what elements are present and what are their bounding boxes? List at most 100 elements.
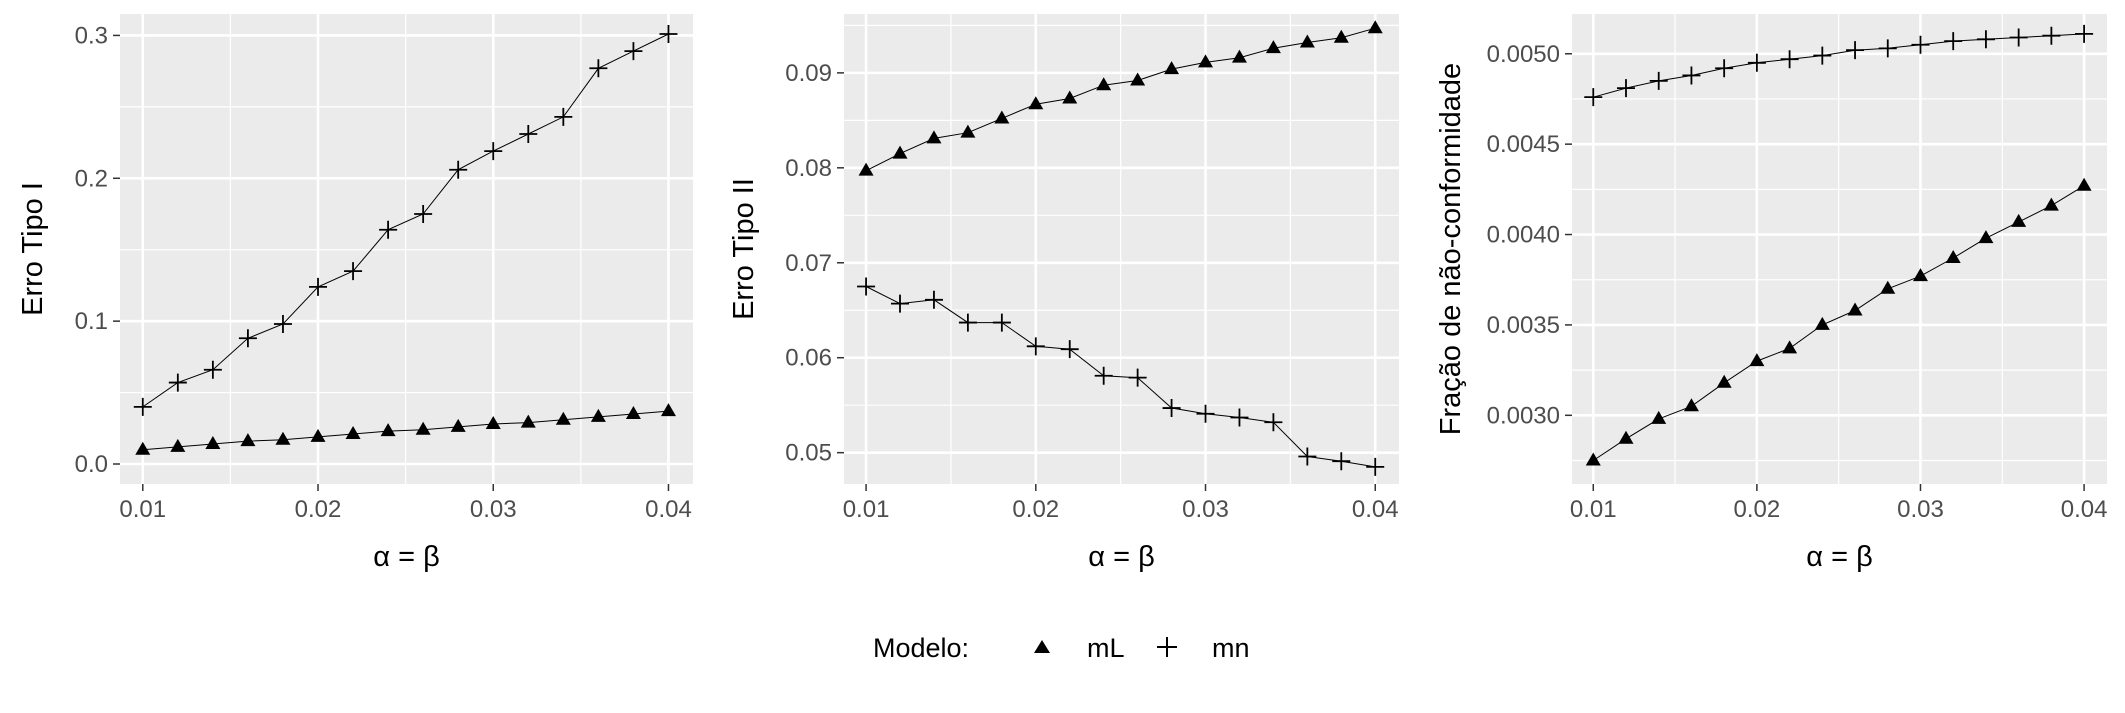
panel-3: 0.01 0.02 0.03 0.04 0.0030 0.0035 0.0040 0.0045… xyxy=(1435,14,2107,573)
data-point-mn-pt-002 xyxy=(168,373,187,392)
series-mn xyxy=(133,25,678,416)
series-line xyxy=(1593,185,2085,461)
axes: 0.01 0.02 0.03 0.04 0.05 0.06 0.07 0.08 0.09 xyxy=(785,60,1398,523)
x-tick-label: 0.02 xyxy=(1012,496,1059,523)
series-line xyxy=(142,410,669,451)
data-point-mn-pt-009 xyxy=(414,205,433,223)
y-tick-label: 0.3 xyxy=(75,22,108,49)
data-point-mn-pt-001 xyxy=(1584,88,1603,107)
data-point-ml-pt-008 xyxy=(1096,77,1112,91)
data-point-mn-pt-003 xyxy=(203,360,222,379)
axes: 0.01 0.02 0.03 0.04 0.0030 0.0035 0.0040 0.0045… xyxy=(1487,41,2108,523)
data-point-ml-pt-002 xyxy=(892,145,908,159)
data-point-mn-pt-015 xyxy=(624,42,643,61)
gridlines xyxy=(120,14,693,484)
panel-background xyxy=(844,14,1399,484)
x-tick-label: 0.04 xyxy=(1352,496,1399,523)
series-ml xyxy=(135,403,676,455)
data-point-ml-pt-004 xyxy=(240,433,256,447)
data-point-ml-pt-015 xyxy=(2043,197,2059,211)
data-point-ml-pt-001 xyxy=(135,441,151,455)
x-tick-label: 0.02 xyxy=(295,496,342,523)
data-point-mn-pt-012 xyxy=(519,125,538,143)
y-tick-label: 0.0 xyxy=(75,451,108,478)
data-point-mn-pt-011 xyxy=(1196,404,1215,423)
data-point-mn-pt-008 xyxy=(1813,46,1832,65)
y-tick-label: 0.0030 xyxy=(1487,402,1560,429)
data-point-ml-pt-008 xyxy=(1814,316,1830,330)
x-tick-label: 0.03 xyxy=(1897,496,1944,523)
data-point-ml-pt-013 xyxy=(1978,230,1994,244)
data-point-mn-pt-010 xyxy=(1878,39,1897,58)
x-tick-label: 0.01 xyxy=(1570,496,1617,523)
data-point-mn-pt-011 xyxy=(484,142,503,161)
panel-1: 0.01 0.02 0.03 0.04 0.0 0.1 0.2 0.3 α = β Erro Ti… xyxy=(17,14,693,573)
x-tick-label: 0.03 xyxy=(1182,496,1229,523)
y-tick-label: 0.09 xyxy=(785,60,832,87)
data-point-mn-pt-011 xyxy=(1911,35,1930,54)
data-point-ml-pt-001 xyxy=(1585,452,1601,466)
data-point-mn-pt-013 xyxy=(1976,30,1995,49)
data-point-mn-pt-014 xyxy=(2009,28,2028,47)
data-point-mn-pt-006 xyxy=(1026,337,1045,356)
y-tick-label: 0.0040 xyxy=(1487,222,1560,249)
data-point-mn-pt-003 xyxy=(1649,71,1668,90)
series-line xyxy=(1593,33,2085,98)
data-point-ml-pt-006 xyxy=(1028,96,1044,110)
data-point-ml-pt-015 xyxy=(1333,29,1349,43)
y-tick-label: 0.0050 xyxy=(1487,41,1560,68)
data-point-ml-pt-012 xyxy=(520,414,536,428)
data-point-ml-pt-014 xyxy=(2011,213,2027,227)
series-mn xyxy=(857,277,1385,476)
data-point-ml-pt-002 xyxy=(170,438,186,452)
panel-background xyxy=(1572,14,2107,484)
data-point-mn-pt-009 xyxy=(1846,41,1865,60)
legend-label-ml: mL xyxy=(1087,633,1125,663)
data-point-ml-pt-003 xyxy=(1651,410,1667,424)
data-point-ml-pt-004 xyxy=(1683,398,1699,412)
gridlines xyxy=(1572,14,2107,484)
data-point-ml-pt-009 xyxy=(1130,72,1146,86)
y-tick-label: 0.05 xyxy=(785,440,832,467)
data-point-ml-pt-008 xyxy=(380,423,396,437)
series-line xyxy=(142,33,669,408)
x-axis-title: α = β xyxy=(1088,541,1155,573)
data-point-ml-pt-016 xyxy=(660,403,676,417)
data-point-mn-pt-012 xyxy=(1230,408,1249,427)
data-point-ml-pt-014 xyxy=(1299,34,1315,48)
data-point-ml-pt-016 xyxy=(1367,20,1383,34)
data-point-mn-pt-007 xyxy=(1780,50,1799,69)
series-ml xyxy=(1585,177,2092,466)
data-point-mn-pt-010 xyxy=(1162,399,1181,418)
data-point-ml-pt-007 xyxy=(345,426,361,439)
data-point-ml-pt-006 xyxy=(1749,353,1765,367)
data-point-mn-pt-010 xyxy=(449,160,468,179)
data-point-mn-pt-016 xyxy=(2075,24,2094,43)
y-tick-label: 0.0035 xyxy=(1487,312,1560,339)
data-point-ml-pt-015 xyxy=(625,406,641,419)
data-point-ml-pt-010 xyxy=(1880,280,1896,294)
legend-entry-mn: mn xyxy=(1157,633,1250,663)
legend-title: Modelo: xyxy=(873,633,969,663)
legend-key-triangle xyxy=(1034,640,1050,653)
data-point-mn-pt-004 xyxy=(1682,66,1701,85)
legend-label-mn: mn xyxy=(1212,633,1250,663)
x-axis-title: α = β xyxy=(1806,541,1873,573)
data-point-ml-pt-003 xyxy=(205,436,221,449)
data-point-mn-pt-005 xyxy=(273,315,292,333)
data-point-mn-pt-016 xyxy=(1366,457,1385,476)
data-point-mn-pt-006 xyxy=(309,277,328,296)
y-tick-label: 0.06 xyxy=(785,345,832,372)
legend-key-plus xyxy=(1157,637,1177,657)
data-point-mn-pt-012 xyxy=(1944,32,1963,51)
data-point-mn-pt-002 xyxy=(891,294,910,313)
data-point-mn-pt-007 xyxy=(1060,340,1079,359)
legend: Modelo: mL mn xyxy=(873,633,1250,663)
data-point-ml-pt-013 xyxy=(555,411,571,425)
data-point-ml-pt-010 xyxy=(450,418,466,432)
data-point-ml-pt-003 xyxy=(926,130,942,144)
y-axis-title: Erro Tipo I xyxy=(17,182,49,316)
data-point-mn-pt-014 xyxy=(589,59,608,78)
data-point-ml-pt-012 xyxy=(1231,49,1247,63)
